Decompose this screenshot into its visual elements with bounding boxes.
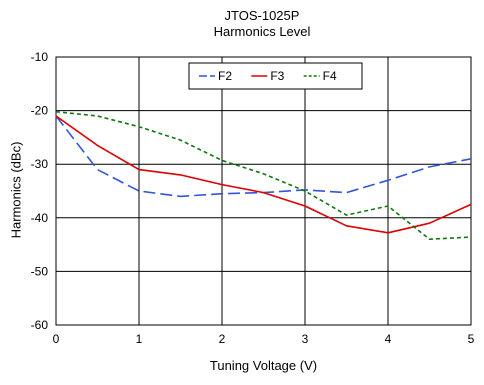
x-axis-label: Tuning Voltage (V) [209, 358, 318, 373]
chart-subtitle: Harmonics Level [213, 24, 311, 39]
y-tick-label: -50 [31, 264, 49, 278]
legend-label-f3: F3 [270, 69, 284, 83]
x-tick-label: 2 [219, 332, 226, 346]
series-line-f4 [55, 110, 472, 240]
x-tick-label: 5 [468, 332, 475, 346]
x-tick-label: 3 [302, 332, 309, 346]
x-tick-label: 1 [136, 332, 143, 346]
y-tick-label: -60 [31, 318, 49, 332]
x-tick-label: 0 [53, 332, 60, 346]
y-tick-label: -30 [31, 157, 49, 171]
chart-title: JTOS-1025P [224, 8, 300, 23]
x-tick-label: 4 [385, 332, 392, 346]
legend-box [188, 62, 363, 90]
plot-frame [55, 56, 472, 326]
y-tick-label: -40 [31, 211, 49, 225]
y-axis-label: Harmonics (dBc) [8, 141, 24, 239]
legend-label-f4: F4 [323, 69, 337, 83]
y-tick-label: -10 [31, 50, 49, 64]
legend-label-f2: F2 [218, 69, 232, 83]
y-tick-label: -20 [31, 104, 49, 118]
legend: F2 F3 F4 [188, 62, 363, 90]
series-line-f2 [55, 115, 472, 198]
series-line-f3 [55, 115, 472, 234]
